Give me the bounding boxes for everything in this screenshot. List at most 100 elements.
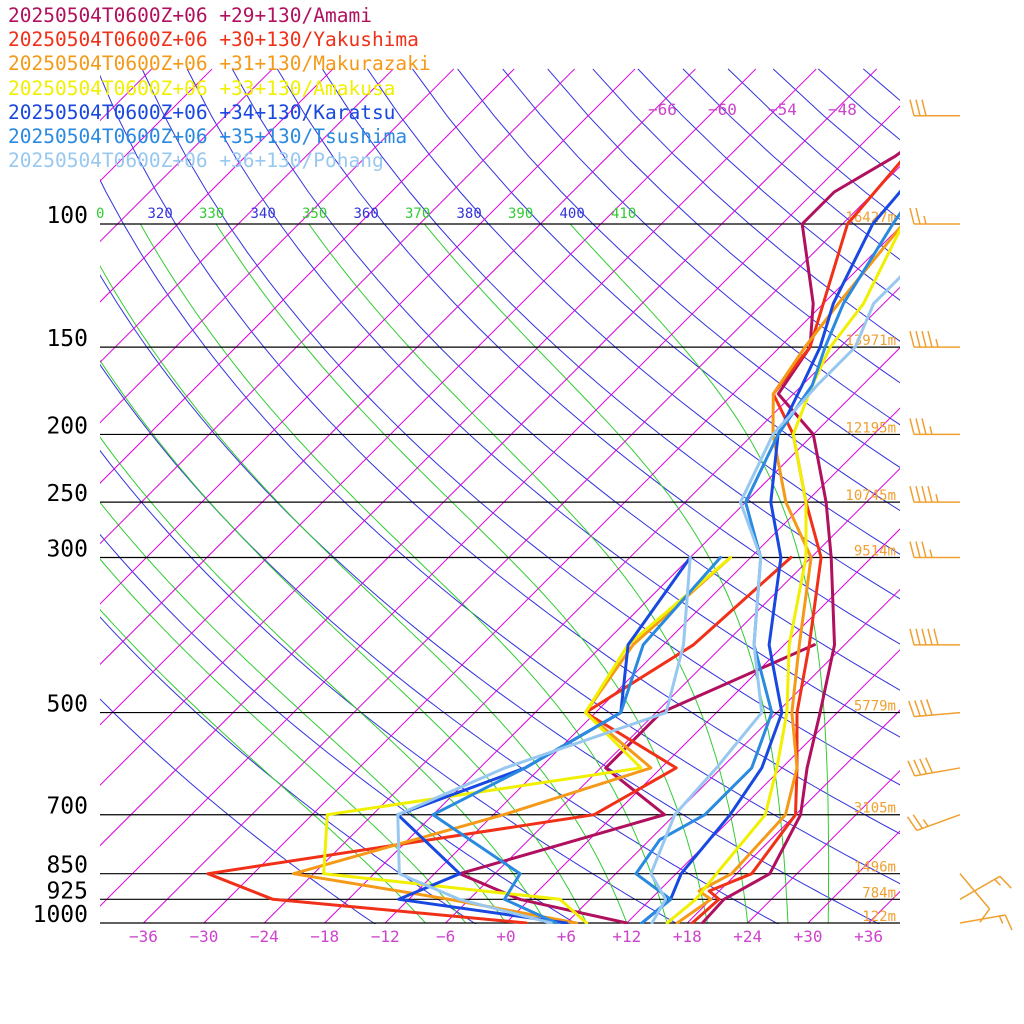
wind-barb-half-feather: [923, 215, 927, 225]
wind-barb-feather: [909, 485, 915, 503]
wind-barb: [909, 485, 960, 503]
wind-barb-feather: [915, 628, 921, 646]
wind-barb-feather: [921, 330, 927, 348]
isotherm-line: [143, 165, 900, 924]
wind-barb-feather: [1004, 914, 1013, 931]
wind-barb-feather: [921, 99, 927, 116]
wind-barb-half-feather: [929, 549, 933, 558]
wind-barb: [908, 699, 961, 718]
theta-label: 320: [148, 206, 173, 222]
isotherm-line: [100, 68, 575, 545]
isotherm-line: [100, 68, 394, 363]
isotherm-line: [203, 226, 900, 924]
wind-barb-feather: [909, 330, 915, 348]
isotherm-line: [747, 769, 900, 924]
theta-label: 370: [405, 206, 430, 222]
theta-label: 350: [302, 206, 327, 222]
theta-label: 380: [457, 206, 482, 222]
x-tick-label: −18: [310, 927, 339, 946]
x-tick-label: −24: [250, 927, 279, 946]
isotherm-line: [100, 68, 636, 605]
isotherm-label: −54: [768, 100, 797, 119]
wind-barb-feather: [915, 485, 921, 503]
isotherm-line: [445, 467, 900, 924]
wind-barb: [909, 418, 960, 436]
x-tick-label: −36: [129, 927, 158, 946]
temperature-line: [649, 275, 900, 924]
wind-barb-feather: [907, 760, 916, 777]
theta-label: 400: [560, 206, 585, 222]
legend: 20250504T0600Z+06 +29+130/Amami 20250504…: [8, 4, 431, 173]
theta-label: 340: [251, 206, 276, 222]
pressure-label: 500: [46, 692, 88, 718]
isotherm-line: [929, 69, 1024, 923]
x-tick-label: +12: [612, 927, 641, 946]
pressure-label: 100: [46, 203, 88, 229]
temperature-line: [665, 226, 900, 924]
isotherm-line: [263, 286, 900, 924]
wind-barb: [909, 628, 960, 646]
theta-label: 0: [96, 206, 104, 222]
legend-entry: 20250504T0600Z+06 +30+130/Yakushima: [8, 28, 419, 52]
dewpoint-line: [396, 556, 692, 924]
dewpoint-line: [292, 556, 732, 924]
pressure-label: 925: [46, 878, 88, 904]
isotherm-line: [100, 68, 455, 424]
wind-barb: [909, 541, 960, 559]
wind-barb-half-feather: [922, 819, 929, 827]
isotherm-line: [100, 68, 878, 847]
isotherm-line: [100, 68, 696, 666]
height-label: 1496m: [854, 860, 896, 876]
wind-barb-feather: [919, 758, 928, 775]
dewpoint-line: [206, 556, 793, 924]
wind-barb-feather: [915, 99, 921, 116]
dry-adiabat-line: [321, 68, 900, 600]
wind-barb-shaft: [916, 814, 961, 832]
wind-barb-feather: [915, 330, 921, 348]
temperature-line: [634, 211, 900, 924]
pressure-label: 1000: [33, 902, 88, 928]
height-label: 13971m: [845, 333, 896, 349]
dry-adiabat-line: [100, 533, 578, 924]
wind-barb-feather: [909, 628, 915, 646]
isotherm-line: [100, 68, 515, 484]
dry-adiabat-line: [100, 698, 376, 924]
wind-barb-feather: [909, 99, 915, 116]
moist-adiabat-line: [139, 223, 668, 924]
pressure-label: 200: [46, 413, 88, 439]
legend-entry: 20250504T0600Z+06 +33+130/Amakusa: [8, 76, 396, 100]
height-label: 9514m: [854, 544, 896, 560]
height-label: 16427m: [845, 210, 896, 226]
dry-adiabat-line: [100, 178, 900, 885]
height-label: 784m: [862, 885, 896, 901]
wind-barb: [906, 814, 961, 832]
wind-barbs: [906, 99, 1013, 931]
wind-barb: [909, 330, 960, 348]
wind-barb-feather: [912, 814, 924, 829]
dry-adiabat-line: [772, 68, 900, 181]
isotherm-line: [100, 68, 334, 303]
wind-barb-feather: [920, 699, 927, 716]
wind-barb-feather: [921, 628, 927, 646]
wind-barb: [909, 207, 960, 225]
wind-barb-feather: [921, 541, 927, 558]
wind-barb-feather: [909, 207, 915, 225]
height-label: 122m: [862, 909, 896, 925]
wind-barb-half-feather: [929, 426, 933, 435]
legend-entry: 20250504T0600Z+06 +31+130/Makurazaki: [8, 52, 431, 76]
theta-label: 330: [199, 206, 224, 222]
height-label: 3105m: [854, 801, 896, 817]
wind-barb-feather: [909, 418, 915, 435]
isotherm-label: −48: [828, 100, 857, 119]
pressure-label: 300: [46, 537, 88, 563]
wind-barb: [909, 99, 960, 117]
isotherm-label: −60: [708, 100, 737, 119]
wind-barb: [959, 875, 1012, 900]
pressure-label: 700: [46, 794, 88, 820]
isotherm-line: [100, 68, 213, 182]
wind-barb-feather: [925, 757, 934, 774]
isotherm-line: [100, 68, 757, 726]
wind-barb-feather: [927, 330, 933, 348]
wind-barb-feather: [933, 628, 939, 646]
